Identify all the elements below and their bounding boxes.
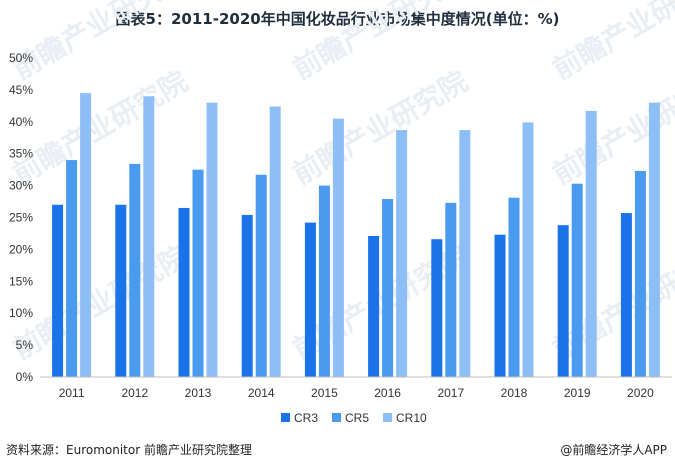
legend-swatch-cr10: [383, 413, 392, 422]
bar-series: [52, 93, 660, 378]
bar-cr3-2014: [241, 214, 253, 377]
y-tick-label: 30%: [9, 179, 33, 193]
bar-cr5-2016: [382, 198, 394, 377]
legend: CR3 CR5 CR10: [281, 411, 427, 425]
x-tick-label: 2017: [437, 386, 464, 400]
bar-cr10-2016: [396, 130, 408, 377]
y-tick-label: 15%: [9, 274, 33, 288]
bar-cr10-2013: [206, 102, 218, 377]
bar-cr10-2012: [143, 96, 155, 377]
source-note: 资料来源：Euromonitor 前瞻产业研究院整理: [6, 443, 252, 457]
y-tick-label: 25%: [9, 211, 33, 225]
bar-cr5-2020: [634, 170, 646, 377]
bar-cr3-2012: [115, 204, 127, 377]
bar-cr10-2011: [80, 93, 92, 377]
bar-cr3-2016: [368, 236, 380, 377]
y-tick-label: 10%: [9, 306, 33, 320]
legend-swatch-cr5: [332, 413, 341, 422]
chart-title: 图表5：2011-2020年中国化妆品行业市场集中度情况(单位：%): [115, 10, 560, 28]
y-tick-label: 40%: [9, 115, 33, 129]
bar-cr10-2015: [332, 118, 344, 378]
y-axis: 0% 5% 10% 15% 20% 25% 30% 35% 40% 45% 50%: [9, 51, 33, 384]
x-tick-label: 2020: [627, 386, 654, 400]
x-tick-label: 2013: [185, 386, 212, 400]
x-tick-label: 2016: [374, 386, 401, 400]
bar-cr3-2020: [620, 213, 632, 377]
x-tick-label: 2015: [311, 386, 338, 400]
bar-cr5-2014: [255, 174, 267, 377]
x-tick-label: 2011: [59, 386, 85, 400]
bar-cr3-2018: [494, 234, 506, 377]
bar-cr10-2017: [459, 130, 471, 377]
bar-cr5-2013: [192, 169, 204, 377]
legend-label-cr5: CR5: [345, 411, 369, 425]
bar-cr3-2017: [431, 239, 443, 377]
bar-cr5-2015: [318, 185, 330, 377]
bar-cr3-2011: [52, 204, 64, 377]
legend-label-cr10: CR10: [396, 411, 427, 425]
watermark-text: 前瞻产业研究院: [7, 64, 193, 191]
x-tick-label: 2012: [121, 386, 148, 400]
x-axis: 2011 2012 2013 2014 2015 2016 2017 2018 2019 2020: [40, 376, 672, 400]
watermark-text: 前瞻产业研究院: [547, 0, 675, 86]
x-tick-label: 2018: [501, 386, 528, 400]
y-tick-label: 45%: [9, 83, 33, 97]
bar-cr5-2019: [571, 183, 583, 377]
y-tick-label: 0%: [16, 370, 34, 384]
bar-cr5-2018: [508, 197, 520, 377]
bar-cr5-2011: [66, 160, 78, 377]
bar-cr3-2013: [178, 207, 190, 377]
bar-cr3-2019: [557, 225, 569, 377]
bar-cr10-2019: [585, 110, 597, 377]
bar-cr3-2015: [304, 222, 316, 377]
y-tick-label: 35%: [9, 147, 33, 161]
brand-label: @前瞻经济学人APP: [560, 443, 667, 457]
bar-cr5-2012: [129, 163, 141, 377]
legend-swatch-cr3: [281, 413, 290, 422]
watermark-text: 前瞻产业研究院: [7, 239, 193, 366]
x-tick-label: 2014: [248, 386, 275, 400]
bar-cr10-2014: [269, 106, 281, 377]
y-tick-label: 50%: [9, 51, 33, 65]
bar-cr5-2017: [445, 202, 457, 377]
watermark-text: 前瞻产业研究院: [287, 64, 473, 191]
y-tick-label: 5%: [16, 338, 34, 352]
y-tick-label: 20%: [9, 242, 33, 256]
legend-label-cr3: CR3: [294, 411, 318, 425]
bar-cr10-2018: [522, 122, 534, 377]
bar-cr10-2020: [648, 102, 660, 377]
x-tick-label: 2019: [564, 386, 591, 400]
